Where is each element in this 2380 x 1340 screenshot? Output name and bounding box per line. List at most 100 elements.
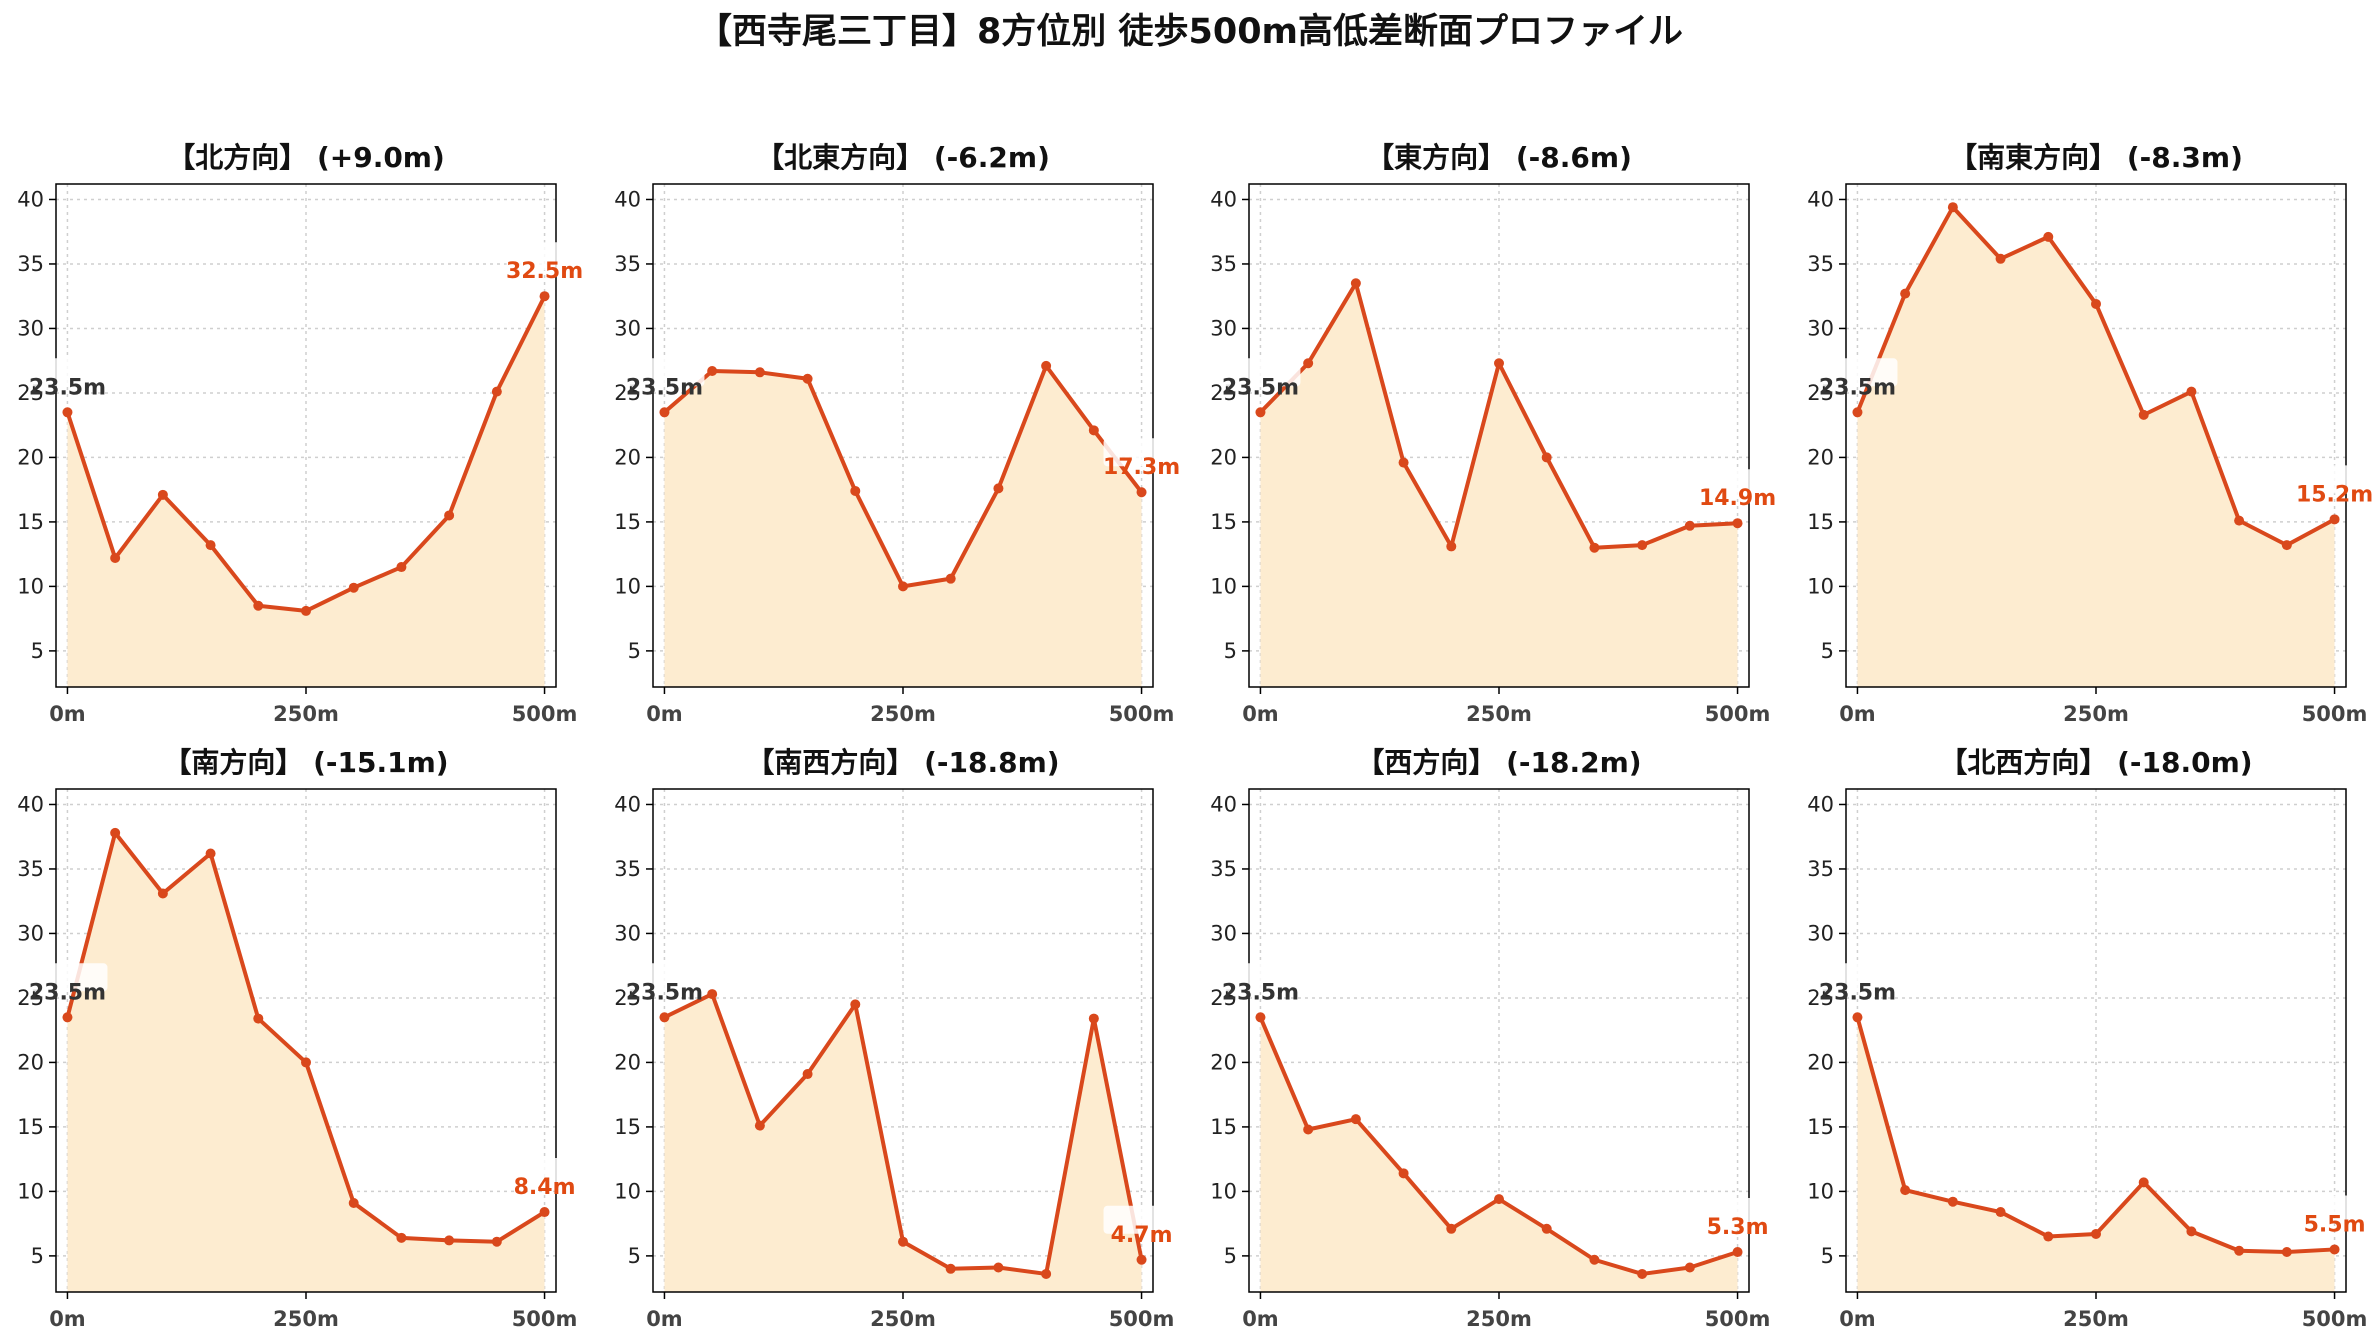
data-point-350m (2186, 1226, 2197, 1237)
data-point-250m (301, 1057, 311, 1068)
data-point-150m (802, 1069, 813, 1080)
data-point-200m (253, 600, 264, 611)
data-point-100m (157, 489, 168, 500)
start-elevation-label: 23.5m (1817, 963, 1898, 1005)
data-point-400m (1041, 360, 1052, 371)
y-tick-label: 30 (1210, 921, 1237, 945)
y-tick-label: 40 (1210, 187, 1237, 211)
y-tick-label: 40 (1210, 792, 1237, 816)
data-point-100m (754, 367, 765, 378)
y-tick-label: 15 (1807, 510, 1834, 534)
start-label-text: 23.5m (1819, 375, 1896, 400)
chart-title: 【北西方向】 (-18.0m) (1939, 746, 2252, 779)
end-elevation-label: 15.2m (2296, 465, 2373, 507)
y-tick-label: 15 (1210, 1115, 1237, 1139)
x-tick-label: 500m (2302, 1307, 2368, 1331)
data-point-100m (1947, 202, 1958, 213)
data-point-300m (1541, 452, 1552, 463)
data-point-200m (850, 485, 861, 496)
data-point-50m (1303, 358, 1314, 369)
data-point-250m (301, 605, 311, 616)
elevation-area (1260, 283, 1738, 687)
data-point-500m (1136, 1254, 1147, 1265)
start-label-box (624, 963, 705, 992)
start-label-box (624, 358, 705, 387)
data-point-350m (396, 562, 407, 573)
x-tick-label: 0m (646, 702, 683, 726)
end-elevation-label: 5.5m (2296, 1195, 2373, 1237)
end-elevation-label: 4.7m (1103, 1205, 1180, 1248)
data-point-0m (62, 1012, 73, 1023)
chart-title: 【南西方向】 (-18.8m) (746, 746, 1059, 779)
data-point-200m (1446, 541, 1457, 552)
data-point-100m (754, 1120, 765, 1131)
end-label-text: 32.5m (506, 259, 583, 284)
y-tick-label: 10 (1807, 1179, 1834, 1203)
data-point-400m (1637, 540, 1648, 551)
elevation-area (1857, 1017, 2335, 1292)
y-tick-label: 20 (1807, 1050, 1834, 1074)
y-tick-label: 20 (614, 1050, 641, 1074)
start-label-text: 23.5m (1222, 375, 1299, 400)
data-point-500m (1136, 487, 1147, 498)
start-label-box (1220, 358, 1301, 387)
end-label-text: 17.3m (1103, 455, 1180, 480)
data-point-250m (898, 1236, 908, 1247)
end-elevation-label: 14.9m (1699, 469, 1776, 511)
start-label-text: 23.5m (29, 980, 106, 1005)
data-point-0m (659, 407, 670, 418)
y-tick-label: 10 (1807, 574, 1834, 598)
y-tick-label: 35 (614, 252, 641, 276)
end-label-box (506, 242, 583, 271)
data-point-400m (2234, 1245, 2245, 1256)
data-point-0m (62, 407, 73, 418)
data-point-50m (707, 989, 718, 1000)
data-point-200m (1446, 1223, 1457, 1234)
y-tick-label: 5 (1821, 639, 1834, 663)
data-point-350m (396, 1232, 407, 1243)
data-point-400m (1041, 1268, 1052, 1279)
y-tick-label: 5 (31, 1244, 44, 1268)
end-label-text: 14.9m (1699, 486, 1776, 511)
y-tick-label: 15 (1807, 1115, 1834, 1139)
end-label-box (2296, 1195, 2373, 1224)
x-tick-label: 500m (1705, 1307, 1771, 1331)
y-tick-label: 35 (17, 857, 44, 881)
y-tick-label: 35 (614, 857, 641, 881)
x-tick-label: 250m (870, 702, 936, 726)
elevation-area (664, 994, 1142, 1292)
data-point-150m (205, 848, 216, 859)
data-point-450m (2281, 1247, 2292, 1258)
data-point-0m (659, 1012, 670, 1023)
y-tick-label: 35 (1807, 252, 1834, 276)
end-label-box (1699, 1198, 1776, 1227)
data-point-100m (1947, 1196, 1958, 1207)
y-tick-label: 5 (628, 639, 641, 663)
chart-title: 【北東方向】 (-6.2m) (756, 141, 1050, 174)
end-label-text: 4.7m (1111, 1223, 1173, 1248)
data-point-300m (945, 1263, 956, 1274)
x-tick-label: 0m (1242, 702, 1279, 726)
data-point-150m (1995, 1207, 2006, 1218)
data-point-250m (2091, 298, 2101, 309)
data-point-0m (1255, 1012, 1266, 1023)
x-tick-label: 250m (2063, 1307, 2129, 1331)
y-tick-label: 30 (614, 316, 641, 340)
end-label-text: 5.3m (1707, 1215, 1769, 1240)
y-tick-label: 30 (17, 921, 44, 945)
data-point-150m (1398, 457, 1409, 468)
data-point-150m (1398, 1168, 1409, 1179)
y-tick-label: 20 (1807, 445, 1834, 469)
x-tick-label: 500m (1109, 702, 1175, 726)
y-tick-label: 40 (17, 187, 44, 211)
data-point-500m (1732, 1247, 1743, 1258)
start-label-box (1220, 963, 1301, 992)
data-point-200m (2043, 231, 2054, 242)
data-point-0m (1255, 407, 1266, 418)
